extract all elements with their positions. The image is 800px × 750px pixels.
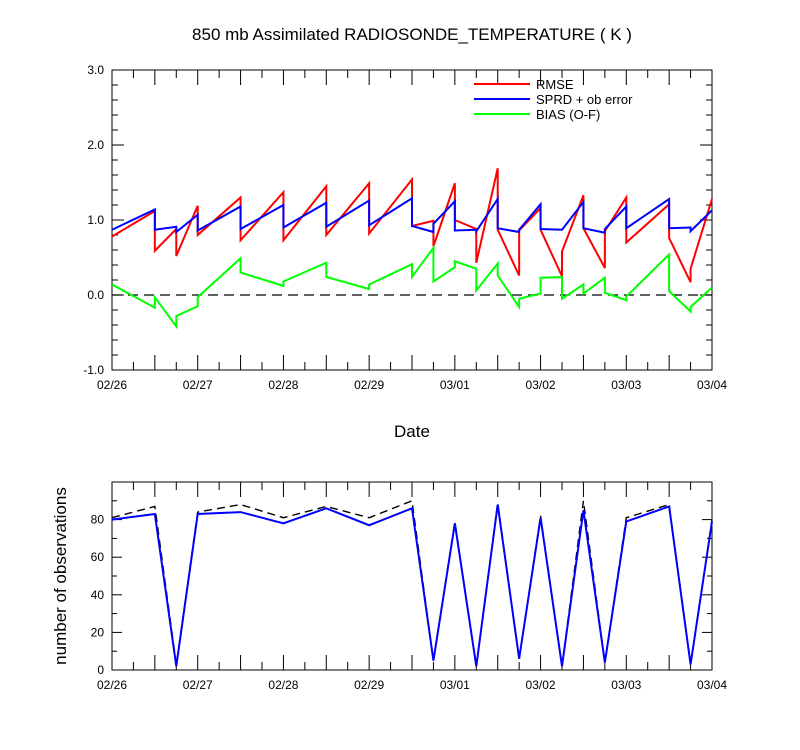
y-tick-label: 80 (91, 513, 105, 527)
y-tick-label: 20 (91, 625, 105, 639)
x-tick-label: 02/26 (97, 678, 127, 692)
top-panel: 02/26 02/27 02/28 02/29 03/01 03/02 03/03 03/04… (83, 63, 727, 392)
x-tick-label: 03/01 (440, 378, 470, 392)
x-tick-label: 02/29 (354, 678, 384, 692)
legend-label: BIAS (O-F) (536, 107, 600, 122)
x-tick-label: 03/01 (440, 678, 470, 692)
x-tick-label: 02/26 (97, 378, 127, 392)
x-axis-title: Date (394, 422, 430, 441)
y-tick-label: 1.0 (87, 213, 104, 227)
x-tick-label: 03/02 (526, 378, 556, 392)
y-tick-label: 2.0 (87, 138, 104, 152)
y-tick-label: 3.0 (87, 63, 104, 77)
y-axis-title-observations: number of observations (51, 487, 70, 665)
y-tick-label: 0 (97, 663, 104, 677)
bottom-panel: 02/26 02/27 02/28 02/29 03/01 03/02 03/03 03/04… (91, 481, 727, 692)
x-tick-label: 03/04 (697, 378, 727, 392)
x-tick-label: 02/27 (183, 378, 213, 392)
legend-label: SPRD + ob error (536, 92, 633, 107)
x-tick-label: 03/03 (611, 678, 641, 692)
y-tick-label: -1.0 (83, 363, 104, 377)
y-tick-label: 0.0 (87, 288, 104, 302)
x-tick-label: 02/29 (354, 378, 384, 392)
series-line-assimilated (111, 504, 713, 667)
series-line-bias-o-f (111, 244, 713, 330)
legend-label: RMSE (536, 77, 574, 92)
x-tick-label: 02/27 (183, 678, 213, 692)
series-line-sprd-ob-error (111, 195, 713, 235)
y-tick-label: 60 (91, 550, 105, 564)
x-tick-label: 03/03 (611, 378, 641, 392)
x-tick-label: 02/28 (268, 678, 298, 692)
x-tick-label: 03/04 (697, 678, 727, 692)
y-tick-label: 40 (91, 588, 105, 602)
chart-title: 850 mb Assimilated RADIOSONDE_TEMPERATUR… (192, 25, 632, 44)
series-line-possible (111, 499, 713, 667)
x-tick-label: 03/02 (526, 678, 556, 692)
x-tick-label: 02/28 (268, 378, 298, 392)
